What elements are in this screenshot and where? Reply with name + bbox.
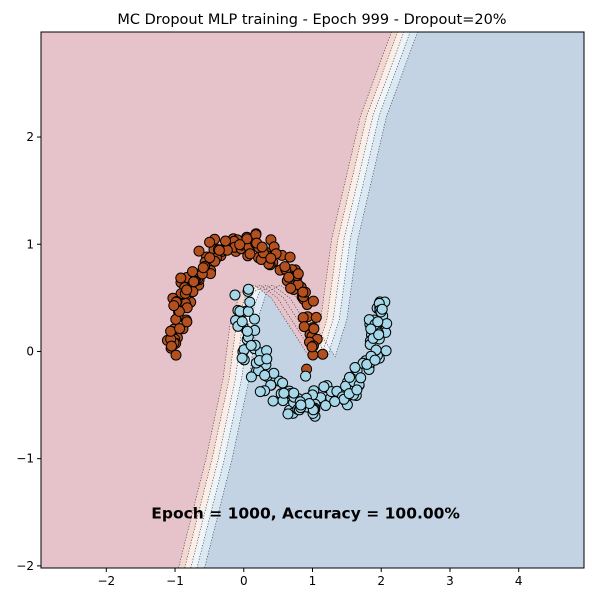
point-class-0	[204, 236, 216, 248]
point-class-1	[277, 377, 289, 389]
decision-band-0	[41, 32, 392, 568]
point-class-1	[236, 352, 248, 364]
point-class-1	[295, 399, 307, 411]
contour-line-3	[196, 32, 411, 568]
point-class-1	[365, 323, 377, 335]
point-class-1	[241, 325, 253, 337]
data-points	[161, 228, 393, 422]
point-class-0	[165, 325, 177, 337]
point-class-0	[285, 282, 297, 294]
x-tick-label: −1	[166, 574, 184, 588]
point-class-0	[307, 295, 319, 307]
point-class-1	[351, 384, 363, 396]
contour-line-2	[190, 32, 405, 568]
point-class-0	[297, 286, 309, 298]
point-class-1	[282, 408, 294, 420]
point-class-0	[220, 235, 231, 247]
x-tick-label: 2	[377, 574, 385, 588]
y-tick-label: 2	[26, 130, 34, 144]
point-class-1	[381, 318, 393, 330]
point-class-1	[267, 395, 279, 407]
point-class-1	[300, 370, 312, 382]
point-class-0	[298, 321, 310, 333]
point-class-1	[254, 386, 266, 398]
x-tick-label: 0	[240, 574, 248, 588]
point-class-0	[204, 252, 216, 264]
point-class-1	[244, 296, 256, 308]
point-class-0	[188, 276, 200, 288]
point-class-1	[245, 371, 257, 383]
point-class-0	[168, 300, 180, 312]
point-class-1	[376, 303, 388, 315]
point-class-0	[174, 323, 186, 335]
point-class-0	[317, 348, 329, 360]
contour-line-1	[184, 32, 398, 568]
point-class-0	[297, 312, 309, 324]
point-class-0	[265, 252, 277, 264]
point-class-1	[236, 316, 248, 328]
point-class-1	[245, 340, 257, 351]
x-tick-label: 4	[515, 574, 523, 588]
point-class-1	[249, 313, 260, 325]
point-class-0	[234, 239, 246, 251]
point-class-1	[344, 371, 355, 383]
y-tick-label: −2	[16, 559, 34, 573]
point-class-0	[175, 272, 187, 284]
point-class-0	[193, 245, 205, 257]
accuracy-annotation: Epoch = 1000, Accuracy = 100.00%	[151, 504, 460, 522]
point-class-0	[213, 244, 225, 256]
point-class-0	[284, 251, 296, 263]
point-class-0	[283, 271, 295, 283]
point-class-0	[241, 233, 253, 245]
point-class-1	[288, 387, 300, 399]
point-class-1	[268, 367, 280, 379]
point-class-1	[320, 400, 332, 411]
x-tick-label: 3	[446, 574, 454, 588]
y-tick-label: −1	[16, 452, 34, 466]
x-tick-label: −2	[97, 574, 115, 588]
point-class-0	[310, 311, 322, 323]
point-class-1	[229, 289, 241, 301]
point-class-0	[197, 262, 209, 274]
point-class-0	[306, 341, 318, 353]
y-axis-ticks: −2 −1 0 1 2	[16, 130, 41, 573]
point-class-0	[181, 316, 193, 328]
point-class-0	[256, 241, 268, 253]
point-class-1	[243, 283, 254, 295]
point-class-1	[373, 329, 385, 341]
point-class-0	[166, 340, 177, 352]
point-class-0	[244, 248, 256, 260]
y-tick-label: 1	[26, 237, 34, 251]
point-class-1	[261, 353, 273, 365]
point-class-1	[369, 354, 381, 366]
point-class-1	[259, 369, 271, 381]
point-class-1	[349, 362, 361, 373]
point-class-0	[308, 323, 320, 335]
x-axis-ticks: −2 −1 0 1 2 3 4	[97, 568, 523, 588]
point-class-0	[292, 268, 304, 280]
point-class-0	[181, 284, 193, 296]
chart-title: MC Dropout MLP training - Epoch 999 - Dr…	[117, 12, 506, 28]
point-class-0	[170, 349, 182, 361]
y-tick-label: 0	[26, 344, 34, 358]
point-class-1	[372, 316, 384, 328]
x-tick-label: 1	[309, 574, 317, 588]
point-class-1	[318, 381, 330, 393]
decision-bands	[41, 32, 418, 568]
point-class-1	[242, 305, 254, 317]
point-class-0	[279, 261, 291, 273]
contour-line-0	[178, 32, 392, 568]
point-class-1	[329, 396, 341, 407]
point-class-0	[187, 266, 198, 278]
point-class-1	[355, 372, 367, 384]
point-class-1	[278, 387, 290, 399]
